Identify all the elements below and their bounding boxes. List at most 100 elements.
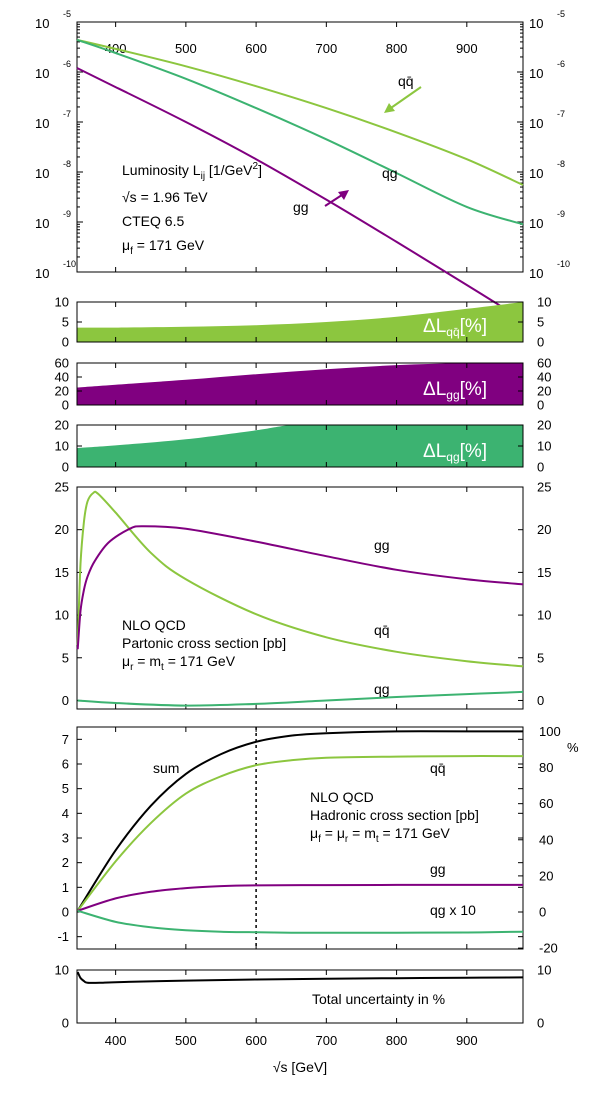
xtick-label: 400 bbox=[105, 1033, 127, 1048]
delta-lgg-ytick-label: 20 bbox=[55, 384, 69, 399]
partonic-ytick-label-right: 10 bbox=[537, 608, 551, 623]
partonic-qg-label: qg bbox=[374, 681, 390, 697]
mu-subscript: f bbox=[130, 246, 133, 257]
luminosity-qqbar-label: qq̄ bbox=[398, 73, 414, 89]
delta-lqqbar-ytick-label-right: 10 bbox=[537, 295, 551, 310]
luminosity-ytick-exponent-right: -9 bbox=[557, 209, 565, 219]
luminosity-annotation-line1: Luminosity Lij [1/GeV2] bbox=[122, 161, 262, 182]
luminosity-ytick-base-right: 10 bbox=[529, 16, 543, 31]
partonic-line-qg bbox=[77, 690, 524, 707]
uncertainty-ytick-label-right: 0 bbox=[537, 1016, 544, 1031]
luminosity-ytick-exponent: -5 bbox=[63, 9, 71, 19]
hadronic-ytick-label: -1 bbox=[57, 929, 69, 944]
luminosity-unit-exponent: 2 bbox=[253, 161, 259, 172]
delta-lgg-band bbox=[77, 362, 523, 405]
partonic-annotation-line2: Partonic cross section [pb] bbox=[122, 635, 286, 651]
luminosity-ytick-base-right: 10 bbox=[529, 116, 543, 131]
delta-lqg-ytick-label-right: 10 bbox=[537, 439, 551, 454]
hadronic-y2tick-label: 100 bbox=[539, 724, 561, 739]
hadronic-qqbar-label: qq̄ bbox=[430, 760, 446, 776]
hadronic-annotation-line1: NLO QCD bbox=[310, 789, 374, 805]
partonic-annotation-line1: NLO QCD bbox=[122, 617, 186, 633]
delta-lqg-ytick-label: 0 bbox=[62, 460, 69, 475]
luminosity-ytick-exponent-right: -10 bbox=[557, 259, 570, 269]
luminosity-line-qg bbox=[76, 38, 524, 226]
hadronic-gg-label: gg bbox=[430, 861, 446, 877]
delta-lqg-ytick-label-right: 20 bbox=[537, 418, 551, 433]
hadronic-annotation-line2: Hadronic cross section [pb] bbox=[310, 807, 479, 823]
hadronic-ytick-label: 7 bbox=[62, 732, 69, 747]
hadronic-ytick-label: 3 bbox=[62, 831, 69, 846]
qqbar-arrow-shaft bbox=[387, 86, 422, 111]
luminosity-ytick-exponent: -9 bbox=[63, 209, 71, 219]
hadronic-y2-label: % bbox=[567, 740, 579, 755]
luminosity-ytick-base: 10 bbox=[35, 166, 49, 181]
partonic-gg-label: gg bbox=[374, 537, 390, 553]
xtick-label: 500 bbox=[175, 1033, 197, 1048]
luminosity-ytick-base: 10 bbox=[35, 216, 49, 231]
qqbar-arrow-head bbox=[384, 103, 395, 113]
luminosity-ytick-exponent-right: -8 bbox=[557, 159, 565, 169]
luminosity-line-gg bbox=[76, 67, 524, 321]
luminosity-xtick-label: 500 bbox=[175, 41, 197, 56]
xtick-label: 700 bbox=[315, 1033, 337, 1048]
hadronic-sum-label: sum bbox=[153, 760, 179, 776]
luminosity-frame bbox=[76, 21, 524, 273]
delta-lqg-ytick-label: 20 bbox=[55, 418, 69, 433]
xtick-label: 900 bbox=[456, 1033, 478, 1048]
uncertainty-ytick-label: 0 bbox=[62, 1016, 69, 1031]
partonic-line-qqbar bbox=[76, 490, 524, 668]
partonic-frame bbox=[76, 486, 524, 710]
delta-lqqbar-ytick-label: 5 bbox=[62, 315, 69, 330]
luminosity-annotation-mu: μf = 171 GeV bbox=[122, 237, 205, 257]
x-axis-label: √s [GeV] bbox=[273, 1059, 327, 1075]
partonic-annotation-mu: μr = mt = 171 GeV bbox=[122, 653, 236, 673]
delta-lgg-ytick-label: 60 bbox=[55, 356, 69, 371]
luminosity-annotation-sqrt-s: √s = 1.96 TeV bbox=[122, 189, 208, 205]
mu-f-subscript: f bbox=[318, 834, 321, 845]
luminosity-ytick-base: 10 bbox=[35, 116, 49, 131]
gg-arrow-head bbox=[338, 190, 349, 200]
hadronic-line-gg bbox=[77, 883, 523, 912]
delta-lgg-ytick-label: 0 bbox=[62, 398, 69, 413]
partonic-ytick-label: 15 bbox=[55, 565, 69, 580]
luminosity-ytick-base: 10 bbox=[35, 66, 49, 81]
uncertainty-frame bbox=[76, 969, 524, 1024]
xtick-label: 600 bbox=[245, 1033, 267, 1048]
xtick-label: 800 bbox=[386, 1033, 408, 1048]
luminosity-ytick-exponent-right: -5 bbox=[557, 9, 565, 19]
delta-lqg-label-subscript: qg bbox=[446, 450, 459, 464]
luminosity-ytick-base-right: 10 bbox=[529, 216, 543, 231]
delta-lgg-label-subscript: gg bbox=[446, 388, 459, 402]
hadronic-qg-label: qg x 10 bbox=[430, 902, 476, 918]
partonic-ytick-label: 0 bbox=[62, 693, 69, 708]
mt-subscript: t bbox=[376, 834, 379, 845]
hadronic-ytick-label: 0 bbox=[62, 905, 69, 920]
partonic-ytick-label-right: 25 bbox=[537, 480, 551, 495]
partonic-ytick-label: 10 bbox=[55, 608, 69, 623]
delta-lgg-ytick-label-right: 0 bbox=[537, 398, 544, 413]
luminosity-xtick-label: 800 bbox=[386, 41, 408, 56]
luminosity-gg-label: gg bbox=[293, 199, 309, 215]
luminosity-ytick-base-right: 10 bbox=[529, 66, 543, 81]
partonic-ytick-label: 20 bbox=[55, 522, 69, 537]
uncertainty-ytick-label: 10 bbox=[55, 963, 69, 978]
luminosity-ytick-base-right: 10 bbox=[529, 166, 543, 181]
hadronic-y2tick-label: -20 bbox=[539, 941, 558, 956]
hadronic-y2tick-label: 20 bbox=[539, 868, 553, 883]
luminosity-line-qqbar bbox=[76, 38, 524, 186]
delta-lqg-label: ΔLqg[%] bbox=[423, 441, 487, 464]
hadronic-y2tick-label: 60 bbox=[539, 796, 553, 811]
delta-lqqbar-ytick-label: 0 bbox=[62, 335, 69, 350]
hadronic-line-sum bbox=[76, 730, 523, 912]
luminosity-ytick-base: 10 bbox=[35, 16, 49, 31]
mt-subscript: t bbox=[161, 662, 164, 673]
uncertainty-ytick-label-right: 10 bbox=[537, 963, 551, 978]
uncertainty-label: Total uncertainty in % bbox=[312, 991, 445, 1007]
hadronic-annotation-mu: μf = μr = mt = 171 GeV bbox=[310, 825, 451, 845]
luminosity-xtick-label: 700 bbox=[315, 41, 337, 56]
hadronic-ytick-label: 1 bbox=[62, 880, 69, 895]
hadronic-ytick-label: 5 bbox=[62, 781, 69, 796]
partonic-ytick-label-right: 20 bbox=[537, 522, 551, 537]
